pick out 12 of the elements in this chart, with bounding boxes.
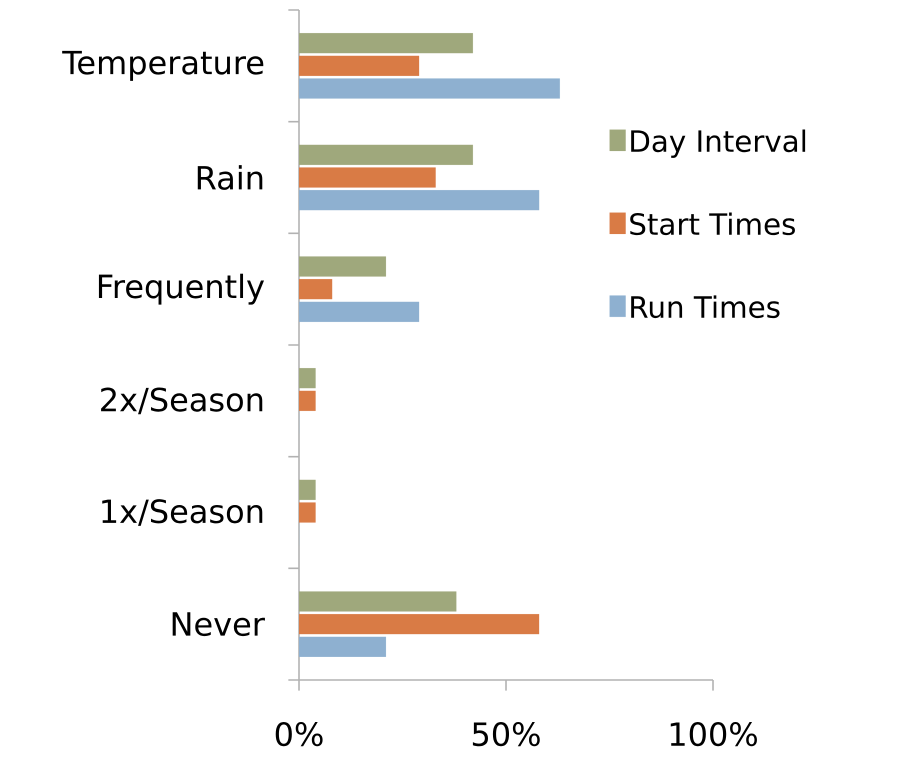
y-tick-label: Temperature — [62, 50, 264, 81]
y-tick-label: Rain — [198, 165, 262, 190]
x-tick-label: 100% — [670, 722, 757, 746]
y-tick-label: 1x/Season — [102, 499, 262, 526]
legend-label: Start Times — [630, 212, 795, 236]
x-tick-label: 0% — [276, 722, 323, 746]
x-tick-label: 50% — [472, 722, 540, 746]
y-tick-label: Frequently — [98, 274, 264, 305]
y-tick-label: 2x/Season — [101, 387, 262, 414]
legend-label: Run Times — [631, 295, 780, 318]
y-tick-label: Never — [172, 612, 265, 636]
legend-label: Day Interval — [631, 130, 806, 158]
